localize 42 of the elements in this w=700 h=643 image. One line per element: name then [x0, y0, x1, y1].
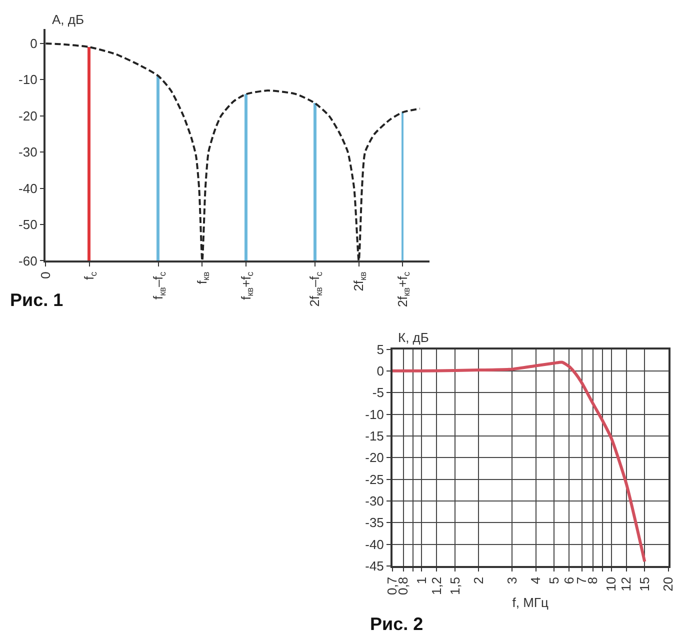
x-tick-label: 1,5 [447, 576, 462, 595]
x-tick-label: 6 [561, 576, 576, 584]
x-tick-label: 1,2 [428, 576, 444, 595]
y-tick-label: -20 [18, 108, 38, 124]
bar [156, 76, 160, 261]
x-tick-label: 12 [618, 576, 634, 592]
y-tick-label: 0 [30, 36, 38, 52]
x-tick-label: 5 [546, 576, 562, 584]
x-tick-label: 15 [636, 576, 652, 592]
y-tick-label: -35 [365, 515, 384, 530]
y-tick-label: -50 [18, 217, 38, 232]
y-axis-title: К, дБ [398, 330, 429, 345]
y-tick-label: 0 [376, 363, 384, 378]
y-tick-label: -25 [365, 472, 384, 487]
y-tick-label: -20 [365, 450, 384, 466]
y-tick-label: -5 [372, 385, 384, 400]
y-tick-label: -30 [18, 144, 38, 160]
bar [314, 102, 317, 261]
bar [244, 94, 248, 261]
x-tick-label: 20 [660, 576, 676, 592]
x-tick-label: 2 [470, 576, 486, 584]
y-tick-label: -45 [365, 558, 384, 574]
y-tick-label: -10 [365, 406, 384, 422]
x-tick-label: 4 [528, 576, 544, 584]
bar [402, 112, 404, 261]
text: Рис. 2 [370, 614, 424, 634]
bar [88, 46, 91, 261]
y-tick-label: -40 [18, 180, 38, 196]
y-tick-label: 5 [376, 342, 384, 357]
text: Рис. 1 [10, 290, 64, 310]
y-tick-label: -40 [365, 536, 384, 552]
x-tick-label: 1 [414, 576, 429, 584]
y-tick-label: -15 [365, 428, 384, 444]
x-tick-label: 0 [38, 272, 53, 279]
y-tick-label: -10 [18, 72, 38, 88]
line-series [46, 42, 421, 261]
y-tick-label: -60 [18, 253, 38, 268]
x-tick-label: 3 [504, 576, 520, 584]
x-axis-title: f, МГц [512, 595, 549, 610]
y-axis-title: А, дБ [52, 12, 84, 27]
y-tick-label: -30 [365, 493, 384, 508]
x-tick-label: 10 [603, 576, 618, 592]
